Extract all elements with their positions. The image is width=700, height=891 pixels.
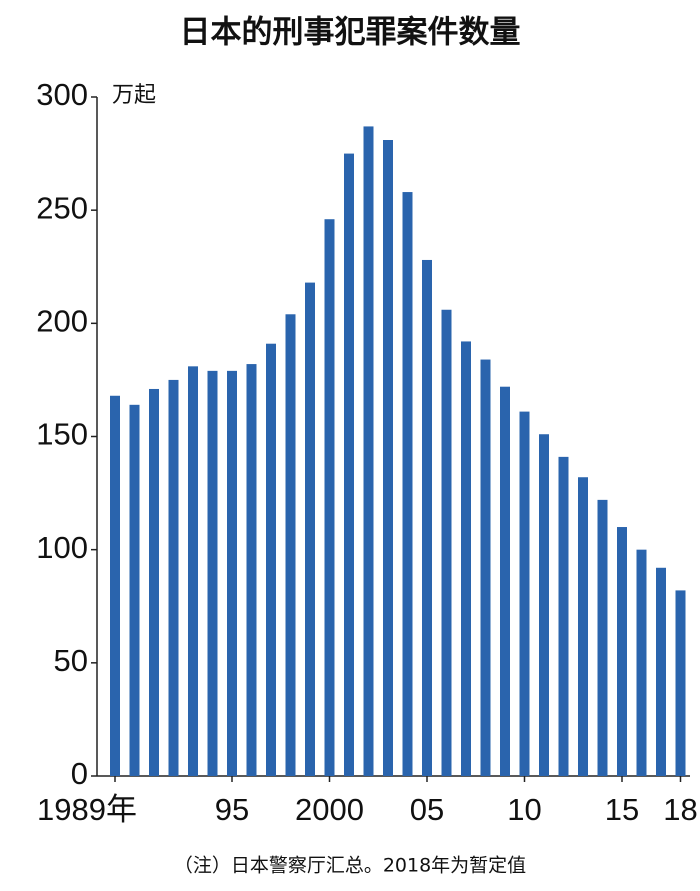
bar: [129, 404, 140, 776]
x-tick-label: 1989年: [37, 792, 137, 827]
bar: [441, 309, 452, 776]
bar: [656, 567, 666, 776]
bar: [558, 456, 569, 776]
bar: [402, 192, 413, 776]
bar: [636, 549, 647, 776]
y-unit-label: 万起: [112, 83, 156, 108]
bar: [227, 370, 237, 776]
bar: [324, 219, 335, 777]
x-tick-label: 10: [507, 792, 541, 827]
x-tick-label: 95: [215, 792, 249, 827]
y-tick-label: 200: [36, 304, 88, 339]
bar: [285, 314, 296, 776]
bar: [480, 359, 491, 776]
bar: [461, 341, 471, 776]
bar: [266, 343, 276, 776]
y-tick-label: 100: [36, 530, 88, 565]
bar: [597, 499, 608, 776]
bar: [500, 386, 510, 776]
y-tick-label: 0: [71, 756, 88, 791]
bar: [246, 364, 257, 776]
bar: [383, 140, 393, 777]
bar: [422, 259, 432, 777]
bar: [305, 282, 315, 776]
y-tick-label: 150: [36, 417, 88, 452]
x-tick-label: 15: [605, 792, 639, 827]
footnote: （注）日本警察厅汇总。2018年为暂定值: [174, 855, 526, 877]
x-tick-label: 05: [410, 792, 444, 827]
bar: [363, 126, 374, 776]
chart-title: 日本的刑事犯罪案件数量: [180, 15, 521, 51]
bar: [110, 395, 120, 776]
bar: [207, 370, 218, 776]
y-tick-label: 300: [36, 77, 88, 112]
x-tick-label: 2000: [295, 792, 364, 827]
bar: [539, 434, 549, 776]
x-tick-label: 18: [663, 792, 697, 827]
bar: [519, 411, 530, 776]
bar: [675, 590, 686, 776]
bar: [149, 388, 159, 776]
bar: [188, 366, 198, 776]
bar: [578, 477, 588, 776]
bar: [344, 153, 354, 777]
y-tick-label: 50: [54, 643, 88, 678]
y-tick-label: 250: [36, 190, 88, 225]
bar: [617, 527, 627, 776]
bar: [168, 379, 179, 776]
